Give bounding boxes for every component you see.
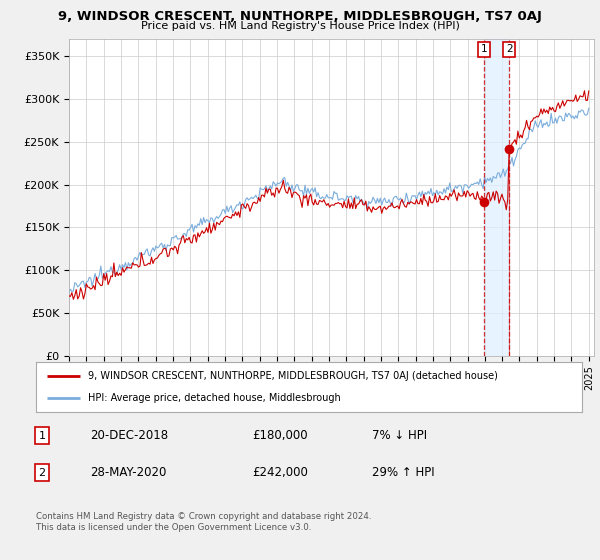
Text: 1: 1	[38, 431, 46, 441]
Text: HPI: Average price, detached house, Middlesbrough: HPI: Average price, detached house, Midd…	[88, 393, 341, 403]
Text: 9, WINDSOR CRESCENT, NUNTHORPE, MIDDLESBROUGH, TS7 0AJ (detached house): 9, WINDSOR CRESCENT, NUNTHORPE, MIDDLESB…	[88, 371, 498, 381]
Text: £180,000: £180,000	[252, 429, 308, 442]
Text: 7% ↓ HPI: 7% ↓ HPI	[372, 429, 427, 442]
Bar	[484, 39, 509, 356]
Text: 9, WINDSOR CRESCENT, NUNTHORPE, MIDDLESBROUGH, TS7 0AJ: 9, WINDSOR CRESCENT, NUNTHORPE, MIDDLESB…	[58, 10, 542, 22]
Text: 2: 2	[38, 468, 46, 478]
Text: Contains HM Land Registry data © Crown copyright and database right 2024.
This d: Contains HM Land Registry data © Crown c…	[36, 512, 371, 532]
Text: 29% ↑ HPI: 29% ↑ HPI	[372, 466, 434, 479]
Text: 1: 1	[481, 44, 488, 54]
Text: Price paid vs. HM Land Registry's House Price Index (HPI): Price paid vs. HM Land Registry's House …	[140, 21, 460, 31]
Text: 28-MAY-2020: 28-MAY-2020	[90, 466, 166, 479]
Text: 20-DEC-2018: 20-DEC-2018	[90, 429, 168, 442]
Text: £242,000: £242,000	[252, 466, 308, 479]
Text: 2: 2	[506, 44, 512, 54]
